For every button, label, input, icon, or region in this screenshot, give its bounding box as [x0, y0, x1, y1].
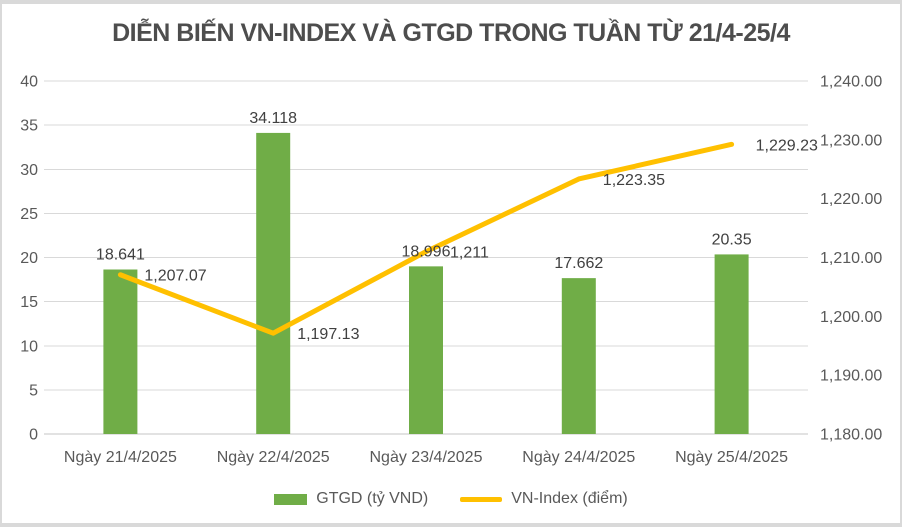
gtgd-value-label: 20.35: [712, 231, 752, 248]
gtgd-bar: [561, 278, 596, 434]
vnindex-value-label: 1,229.23: [756, 137, 818, 154]
left-axis-tick: 30: [20, 162, 38, 179]
right-axis-tick: 1,200.00: [820, 309, 882, 326]
gtgd-value-label: 17.662: [554, 255, 603, 272]
legend-label-vnindex: VN-Index (điểm): [511, 490, 628, 507]
left-axis-tick: 0: [29, 427, 38, 444]
vnindex-line-swatch: [460, 496, 503, 502]
x-axis-category-label: Ngày 24/4/2025: [522, 449, 635, 466]
x-axis-category-label: Ngày 23/4/2025: [370, 449, 483, 466]
right-axis-tick: 1,240.00: [820, 74, 882, 91]
gtgd-bar: [714, 254, 749, 434]
vnindex-value-label: 1,207.07: [144, 268, 206, 285]
left-axis-tick: 25: [20, 206, 38, 223]
x-axis-category-label: Ngày 22/4/2025: [217, 449, 330, 466]
vnindex-value-label: 1,197.13: [297, 326, 359, 343]
vnindex-line: [117, 141, 735, 336]
left-axis-tick: 20: [20, 250, 38, 267]
left-axis-tick: 15: [20, 294, 38, 311]
gtgd-bar: [256, 132, 291, 435]
left-axis-tick: 40: [20, 74, 38, 91]
gtgd-value-label: 34.118: [249, 110, 297, 127]
legend-label-gtgd: GTGD (tỷ VND): [316, 490, 429, 507]
vnindex-value-label: 1,211: [450, 245, 489, 262]
left-axis-tick: 5: [29, 382, 38, 399]
right-axis-tick: 1,190.00: [820, 368, 882, 385]
vnindex-value-label: 1,223.35: [603, 172, 665, 189]
gtgd-bar: [103, 269, 138, 434]
left-axis-tick: 10: [20, 338, 38, 355]
gtgd-value-label: 18.641: [96, 246, 145, 263]
right-axis-tick: 1,220.00: [820, 191, 882, 208]
gtgd-value-label: 18.996: [402, 243, 451, 260]
chart-title: DIỄN BIẾN VN-INDEX VÀ GTGD TRONG TUẦN TỪ…: [112, 19, 790, 47]
right-axis-tick: 1,210.00: [820, 250, 882, 267]
chart-legend: GTGD (tỷ VND) VN-Index (điểm): [2, 485, 900, 513]
x-axis-category-label: Ngày 25/4/2025: [675, 449, 788, 466]
gtgd-bar: [409, 266, 443, 434]
legend-item-vnindex: VN-Index (điểm): [460, 490, 628, 508]
x-axis-category-label: Ngày 21/4/2025: [64, 449, 177, 466]
gtgd-bar-swatch: [274, 493, 308, 505]
right-axis-tick: 1,230.00: [820, 132, 882, 149]
left-axis-tick: 35: [20, 118, 38, 135]
right-axis-tick: 1,180.00: [820, 427, 882, 444]
legend-item-gtgd: GTGD (tỷ VND): [274, 490, 428, 508]
